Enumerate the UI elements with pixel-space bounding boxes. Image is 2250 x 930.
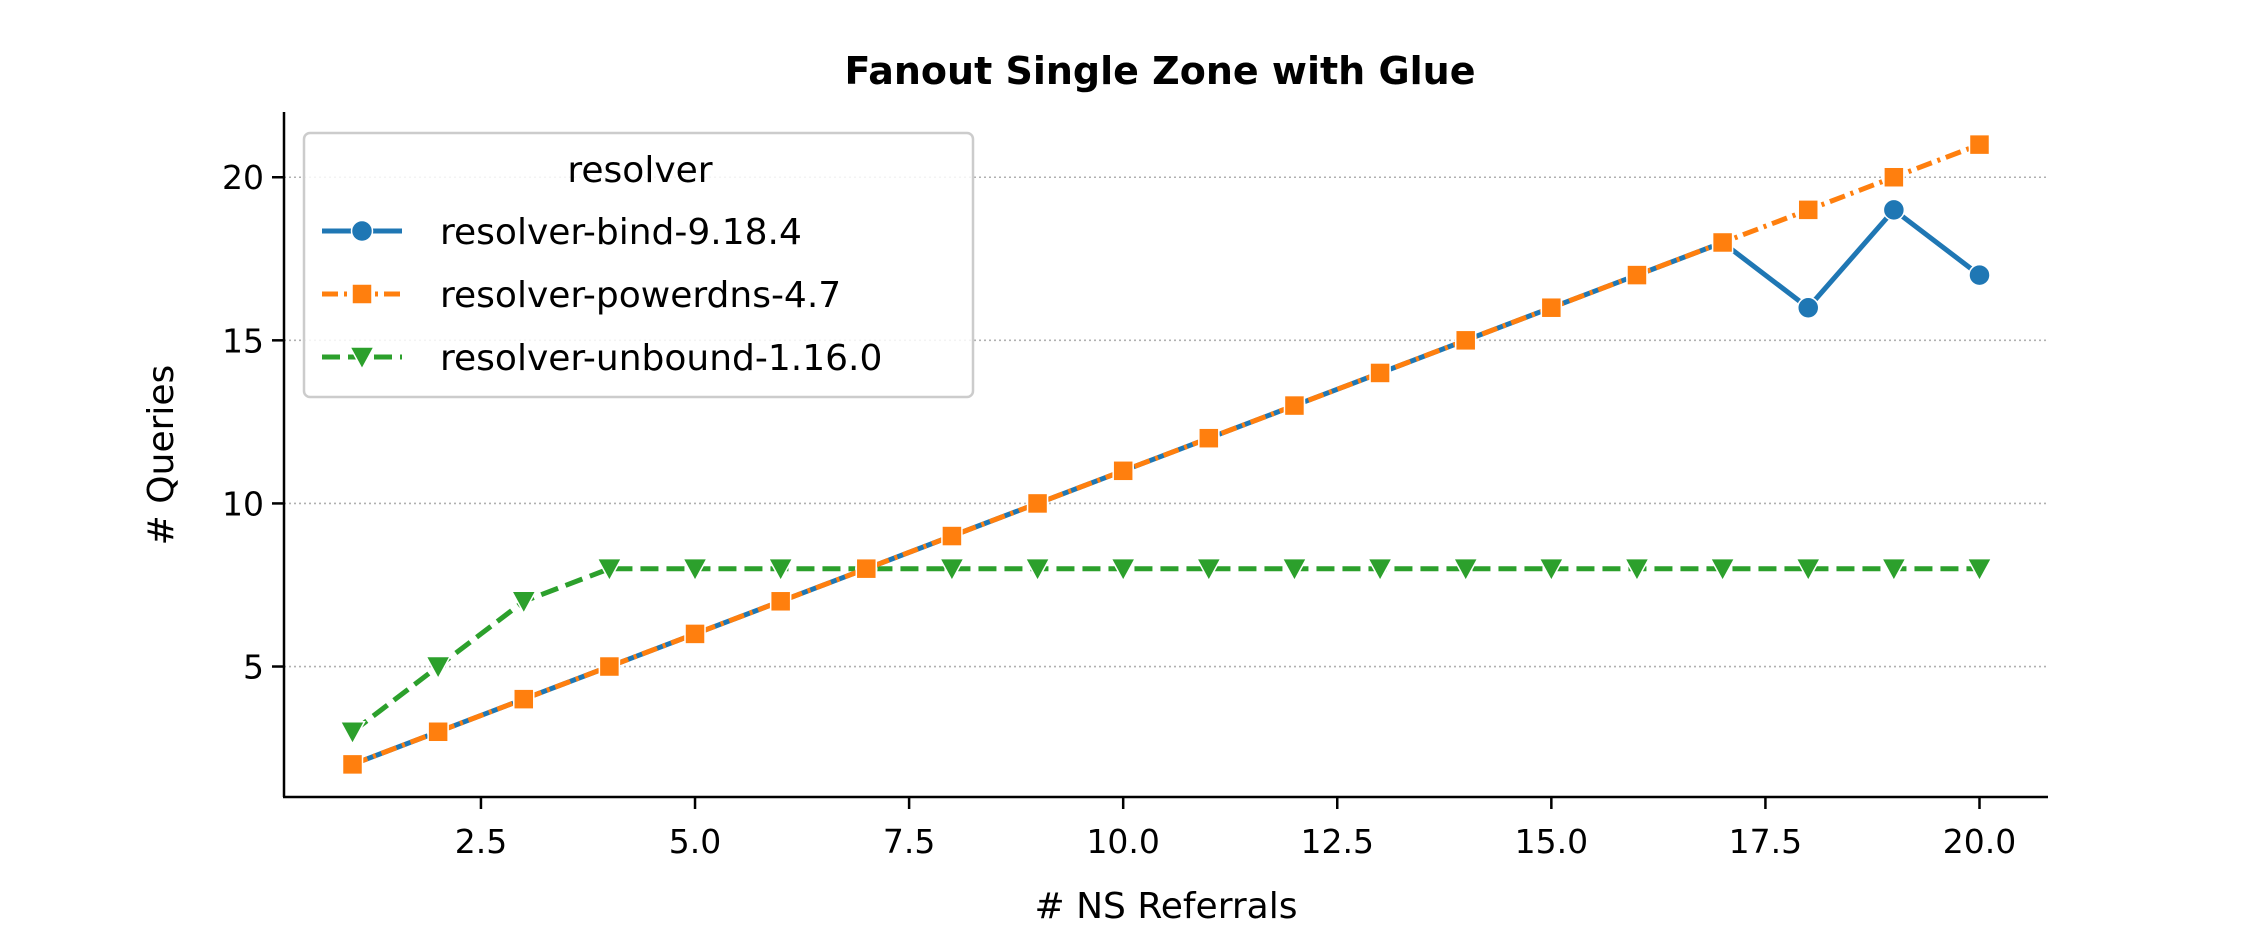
x-ticks: 2.5 5.0 7.5 10.0 12.5 15.0 17.5 20.0 [455, 797, 2016, 861]
x-tick-label-6: 17.5 [1729, 822, 1802, 861]
chart-title: Fanout Single Zone with Glue [845, 49, 1476, 93]
data-point-1-8 [1026, 492, 1049, 515]
data-point-2-0 [339, 721, 366, 746]
legend-entry-1: resolver-powerdns-4.7 [322, 275, 841, 316]
legend-entry-2: resolver-unbound-1.16.0 [322, 338, 882, 379]
grid-lines [284, 176, 2048, 668]
data-point-0-19 [1968, 263, 1991, 287]
x-tick-label-4: 12.5 [1301, 822, 1374, 861]
legend-title: resolver [567, 150, 712, 191]
series-line-1 [351, 142, 1981, 767]
data-point-1-13 [1454, 329, 1477, 352]
data-point-2-7 [938, 557, 966, 583]
data-point-1-19 [1968, 133, 1991, 156]
legend-entry-0: resolver-bind-9.18.4 [322, 212, 802, 253]
y-ticks: 5 10 15 20 [222, 158, 284, 687]
x-tick-label-0: 2.5 [455, 822, 507, 861]
data-point-2-10 [1195, 557, 1223, 583]
y-tick-label-3: 20 [222, 158, 264, 197]
data-point-1-18 [1883, 166, 1905, 188]
legend-box [302, 131, 975, 399]
data-point-1-11 [1283, 394, 1306, 417]
data-point-1-1 [427, 721, 449, 743]
series-resolver-unbound-1.16.0 [339, 557, 1993, 746]
data-point-1-4 [684, 623, 706, 645]
legend: resolver resolver-bind-9.18.4 resolver-po… [302, 131, 975, 399]
data-point-1-17 [1797, 199, 1819, 221]
data-point-0-17 [1796, 296, 1820, 319]
data-point-1-12 [1369, 362, 1391, 384]
data-point-2-13 [1452, 557, 1479, 583]
data-point-2-8 [1024, 557, 1051, 583]
axes [282, 112, 2048, 799]
legend-marker-1 [351, 283, 373, 305]
data-point-0-18 [1882, 198, 1906, 222]
data-point-1-15 [1626, 264, 1648, 286]
data-point-1-5 [769, 590, 792, 613]
legend-label-2: resolver-unbound-1.16.0 [440, 338, 882, 379]
data-point-2-3 [596, 557, 623, 583]
data-point-2-19 [1966, 557, 1993, 583]
legend-marker-0 [350, 219, 374, 243]
data-point-1-9 [1112, 460, 1134, 482]
x-axis-label: # NS Referrals [1035, 886, 1298, 927]
legend-label-0: resolver-bind-9.18.4 [440, 212, 802, 253]
series-layer [339, 133, 1993, 776]
series-line-2 [350, 566, 1980, 734]
series-resolver-powerdns-4.7 [341, 133, 1991, 776]
x-tick-label-1: 5.0 [669, 822, 721, 861]
y-tick-label-0: 5 [243, 648, 264, 687]
legend-label-1: resolver-powerdns-4.7 [440, 275, 841, 316]
data-point-2-15 [1623, 557, 1651, 583]
legend-marker-2 [348, 346, 376, 371]
data-point-1-14 [1540, 296, 1563, 319]
data-point-2-14 [1538, 557, 1565, 583]
y-tick-label-2: 15 [222, 321, 264, 360]
data-point-1-6 [855, 557, 878, 580]
x-tick-label-7: 20.0 [1943, 822, 2016, 861]
x-tick-label-3: 10.0 [1086, 822, 1159, 861]
x-tick-label-2: 7.5 [883, 822, 935, 861]
data-point-2-2 [510, 590, 538, 615]
data-point-1-2 [513, 688, 535, 710]
data-point-2-18 [1880, 557, 1908, 583]
data-point-2-4 [681, 557, 709, 583]
data-point-2-1 [424, 655, 452, 681]
x-tick-label-5: 15.0 [1515, 822, 1588, 861]
y-axis-label: # Queries [141, 365, 182, 546]
data-point-1-16 [1711, 231, 1734, 254]
data-point-1-7 [941, 525, 963, 547]
data-point-2-9 [1109, 557, 1137, 583]
data-point-2-17 [1794, 557, 1822, 583]
data-point-1-3 [598, 655, 621, 678]
data-point-2-16 [1709, 557, 1736, 583]
data-point-1-10 [1198, 427, 1220, 449]
data-point-2-11 [1281, 557, 1308, 583]
data-point-2-5 [767, 557, 794, 583]
y-tick-label-1: 10 [222, 484, 264, 523]
data-point-1-0 [341, 753, 364, 776]
data-point-2-12 [1366, 557, 1394, 583]
